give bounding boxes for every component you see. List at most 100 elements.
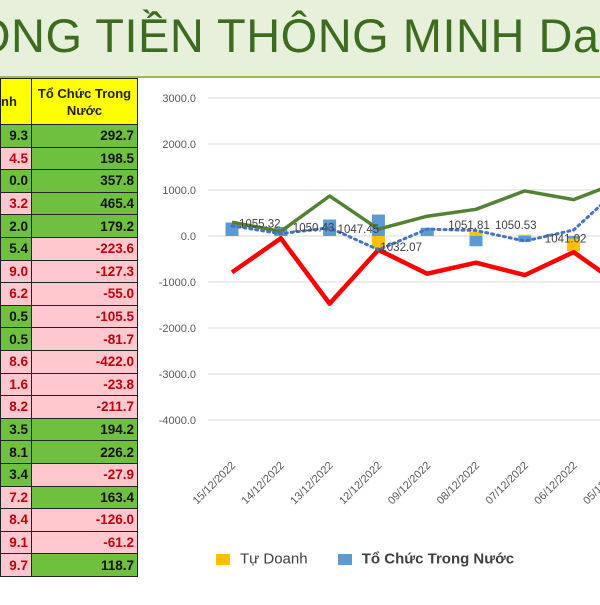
cell-domestic-institutions: -61.2 — [31, 530, 138, 555]
table-row: 0.5 -81.7 — [0, 327, 138, 351]
x-tick-label: 05/12/2022 — [581, 460, 600, 507]
chart-svg: 3000.0 2000.0 1000.0 0.0 -1000.0 -2000.0 -3000… — [159, 93, 600, 507]
table-row: 6.2 -55.0 — [0, 282, 138, 306]
chart-area: 3000.0 2000.0 1000.0 0.0 -1000.0 -2000.0 -3000… — [138, 78, 600, 600]
y-tick-label: -1000.0 — [159, 277, 196, 289]
bar-self-trading — [518, 234, 532, 236]
table-row: 8.2 -211.7 — [0, 395, 138, 419]
cell-partial: 3.2 — [0, 191, 32, 216]
x-tick-label: 07/12/2022 — [484, 460, 531, 507]
x-tick-label: 15/12/2022 — [191, 460, 238, 507]
cell-partial: 9.7 — [0, 553, 32, 577]
y-tick-label: 2000.0 — [162, 139, 196, 151]
cell-partial: 0.0 — [0, 169, 32, 193]
cell-partial: 0.5 — [0, 304, 32, 329]
table-row: 0.5 -105.5 — [0, 304, 138, 329]
red-series-line — [230, 236, 600, 306]
data-table: nh Tổ Chức Trong Nước 9.3 292.7 4.5 198.5 0.… — [0, 78, 138, 600]
index-point-label: 1050.53 — [495, 220, 537, 232]
legend-label: Tự Doanh — [240, 550, 308, 568]
cell-partial: 9.1 — [0, 530, 32, 555]
cell-domestic-institutions: 179.2 — [31, 214, 138, 238]
cell-domestic-institutions: 118.7 — [31, 553, 138, 577]
y-tick-label: 0.0 — [181, 231, 196, 243]
cell-partial: 3.5 — [0, 417, 32, 442]
cell-partial: 3.4 — [0, 462, 32, 487]
flow-table: nh Tổ Chức Trong Nước 9.3 292.7 4.5 198.5 0.… — [0, 78, 138, 577]
legend-item-domestic-institutions: Tổ Chức Trong Nước — [337, 550, 515, 568]
table-row: 9.0 -127.3 — [0, 259, 138, 284]
cell-domestic-institutions: -126.0 — [31, 508, 138, 532]
table-row: 9.1 -61.2 — [0, 530, 138, 555]
banner: ÒNG TIỀN THÔNG MINH Da — [0, 0, 600, 78]
y-tick-label: -4000.0 — [159, 415, 196, 427]
index-point-label: 1032.07 — [380, 242, 422, 254]
cell-domestic-institutions: 292.7 — [31, 124, 138, 148]
bar-domestic-institutions — [371, 214, 385, 236]
cell-partial: 8.4 — [0, 508, 32, 532]
y-tick-label: 3000.0 — [162, 93, 196, 105]
table-row: 5.4 -223.6 — [0, 236, 138, 261]
table-row: 8.6 -422.0 — [0, 349, 138, 374]
green-series-line — [231, 187, 600, 234]
table-row: 4.5 198.5 — [0, 146, 138, 171]
bar-self-trading — [469, 231, 483, 236]
cell-partial: 0.5 — [0, 327, 32, 351]
bar-self-trading — [567, 236, 581, 252]
bar-domestic-institutions — [469, 236, 483, 247]
cell-domestic-institutions: -105.5 — [31, 304, 138, 329]
header-col-domestic-institutions: Tổ Chức Trong Nước — [31, 78, 138, 125]
table-row: 2.0 179.2 — [0, 214, 138, 238]
table-row: 9.3 292.7 — [0, 124, 138, 148]
cell-domestic-institutions: 465.4 — [31, 191, 138, 216]
cell-partial: 5.4 — [0, 236, 32, 261]
table-row: 9.7 118.7 — [0, 553, 138, 577]
table-row: 3.4 -27.9 — [0, 462, 138, 487]
legend-label: Tổ Chức Trong Nước — [361, 550, 515, 568]
table-row: 0.0 357.8 — [0, 169, 138, 193]
y-tick-label: -3000.0 — [159, 369, 196, 381]
legend-item-self-trading: Tự Doanh — [216, 550, 308, 568]
x-tick-label: 09/12/2022 — [386, 460, 433, 507]
index-point-label: 1047.45 — [338, 224, 380, 236]
table-row: 8.1 226.2 — [0, 440, 138, 464]
bar-self-trading — [371, 236, 385, 249]
cell-partial: 1.6 — [0, 372, 32, 397]
cell-domestic-institutions: 226.2 — [31, 440, 138, 464]
index-point-label: 1050.43 — [293, 222, 335, 234]
index-point-label: 1055.32 — [239, 219, 281, 231]
cell-domestic-institutions: 194.2 — [31, 417, 138, 442]
cell-domestic-institutions: -223.6 — [31, 236, 138, 261]
table-row: 3.5 194.2 — [0, 417, 138, 442]
cell-partial: 8.1 — [0, 440, 32, 464]
index-point-label: 1051.81 — [448, 220, 490, 232]
bar-domestic-institutions — [518, 236, 532, 242]
dotted-index-line — [230, 203, 600, 252]
header-col-partial: nh — [0, 78, 32, 125]
cell-domestic-institutions: -23.8 — [31, 372, 138, 397]
x-tick-label: 08/12/2022 — [435, 460, 482, 507]
bar-domestic-institutions — [420, 227, 434, 236]
table-row: 3.2 465.4 — [0, 191, 138, 216]
table-header-row: nh Tổ Chức Trong Nước — [0, 78, 138, 125]
banner-title: ÒNG TIỀN THÔNG MINH Da — [0, 9, 600, 62]
x-tick-label: 14/12/2022 — [240, 460, 287, 507]
bar-domestic-institutions — [567, 236, 581, 239]
cell-domestic-institutions: 357.8 — [31, 169, 138, 193]
legend: Tự Doanh Tổ Chức Trong Nước — [216, 550, 540, 568]
x-tick-label: 13/12/2022 — [288, 460, 335, 507]
table-row: 1.6 -23.8 — [0, 372, 138, 397]
cell-domestic-institutions: -27.9 — [31, 462, 138, 487]
legend-swatch-yellow — [216, 553, 230, 565]
cell-partial: 2.0 — [0, 214, 32, 238]
cell-partial: 9.0 — [0, 259, 32, 284]
cell-partial: 9.3 — [0, 124, 32, 148]
cell-domestic-institutions: -422.0 — [31, 349, 138, 374]
cell-domestic-institutions: -81.7 — [31, 327, 138, 351]
cell-domestic-institutions: -55.0 — [31, 282, 138, 306]
table-row: 7.2 163.4 — [0, 485, 138, 510]
x-tick-label: 12/12/2022 — [337, 460, 384, 507]
legend-swatch-blue — [337, 553, 352, 565]
cell-partial: 7.2 — [0, 485, 32, 510]
cell-domestic-institutions: -211.7 — [31, 395, 138, 419]
